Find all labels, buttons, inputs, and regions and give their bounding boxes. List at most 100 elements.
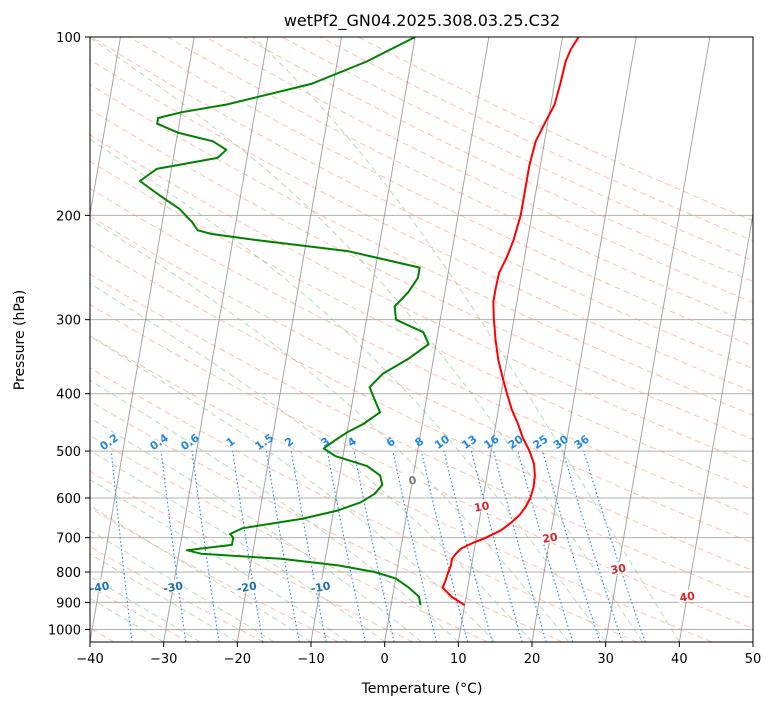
mixing-ratio-line [420,450,469,642]
isotherm-line [236,37,342,642]
y-tick-label: 900 [56,596,81,611]
dry-adiabat-line [90,134,753,465]
isotherm-label: -30 [162,579,184,595]
y-axis-ticks: 100 200 300 400 500 600 700 800 900 1000 [48,31,90,638]
isotherm-label: -10 [310,579,332,595]
isotherm-label-bg [677,588,697,604]
x-tick-label: −10 [297,652,324,667]
isotherm-line [752,639,753,642]
isotherm-label: 10 [473,499,491,514]
dry-adiabat-line [90,335,712,642]
temperature-line [441,37,580,607]
dry-adiabat-line [90,470,414,642]
isotherm-line [605,37,711,642]
isotherm-label-bg [402,471,423,487]
moist-adiabat-line [90,597,164,642]
x-tick-label: 0 [381,652,389,667]
x-tick-label: −30 [150,652,177,667]
y-tick-label: 500 [56,445,81,460]
mixing-ratio-line [392,450,437,642]
isotherm-label-bg [163,578,183,594]
dry-adiabat-line [90,303,753,630]
moist-adiabat-line [90,553,238,642]
plot-frame [89,36,754,643]
x-tick-label: 30 [597,652,614,667]
moist-adiabat-line [252,37,680,642]
mixing-ratio-line [160,451,187,642]
dewpoint-line [138,37,430,606]
mixing-ratio-line [265,451,300,642]
dry-adiabat-line [90,244,753,572]
moist-adiabat-line [90,529,275,642]
chart-title: wetPf2_GN04.2025.308.03.25.C32 [284,11,560,31]
mixing-ratio-line [290,451,327,642]
isotherm-line [90,37,195,642]
y-tick-label: 100 [56,31,81,46]
isotherm-label: 40 [679,589,697,604]
isotherm-labels: -40 -30 -20 -10 0 10 20 30 40 [89,471,697,605]
x-tick-label: 50 [745,652,762,667]
moist-adiabat-line [90,138,607,642]
mixing-ratio-line [326,450,366,642]
isotherm-label: -20 [236,579,258,595]
mixing-ratio-line [232,451,264,642]
isotherm-label-bg [471,498,492,513]
isotherm-line [90,37,121,218]
x-axis-ticks: −40 −30 −20 −10 0 10 20 30 40 50 [76,642,761,667]
isotherm-label-bg [236,578,257,594]
x-tick-label: −20 [224,652,251,667]
isotherm-line [310,37,416,642]
y-tick-label: 600 [56,492,81,507]
moist-adiabat-line [90,575,201,642]
isotherm-label: -40 [89,579,111,595]
mixing-ratio-line [191,451,220,642]
y-tick-label: 700 [56,532,81,547]
dry-adiabat-line [90,37,753,370]
mixing-ratio-line [470,450,523,642]
mixing-ratio-line [353,450,395,642]
x-tick-label: 20 [524,652,541,667]
isotherm-label: 30 [610,562,628,577]
isotherm-label: 0 [408,474,418,488]
x-tick-label: 10 [450,652,467,667]
isotherm-label-bg [89,578,110,594]
mixing-ratio-line [517,450,574,642]
mixing-ratio-line [443,450,493,642]
moist-adiabat-line [90,449,386,642]
moist-adiabat-line [90,335,496,642]
mixing-ratio-line [541,450,601,642]
isotherm-line [163,37,269,642]
y-axis-label: Pressure (hPa) [12,290,28,390]
y-tick-label: 200 [56,209,81,224]
isotherm-label-bg [608,560,628,576]
dry-adiabat-line [129,37,753,347]
y-tick-label: 1000 [48,623,81,638]
dry-adiabat-line [90,215,753,544]
dry-adiabat-line [90,59,753,393]
x-tick-label: −40 [76,652,103,667]
dry-adiabat-line [90,108,753,441]
dry-adiabat-line [90,160,753,491]
isotherm-label-bg [310,578,331,594]
dry-adiabat-line [90,367,638,642]
y-tick-label: 800 [56,566,81,581]
profile-lines [138,37,580,607]
mixing-ratio-line [583,450,646,642]
dry-adiabat-line [90,273,753,600]
gridlines [90,37,753,630]
mixing-ratio-line [110,451,133,642]
isotherm-line [384,37,490,642]
mixing-ratio-line [562,450,623,642]
isotherm-label-bg [539,529,560,545]
isotherm-label: 20 [541,530,559,545]
y-tick-label: 400 [56,388,81,403]
mixing-ratio-lines [110,450,646,642]
moist-adiabat-line [90,37,643,642]
moist-adiabats [90,37,680,642]
isotherm-line [678,211,753,642]
moist-adiabat-line [90,218,570,642]
moist-adiabat-line [90,479,349,642]
dry-adiabat-line [90,83,753,416]
y-tick-label: 300 [56,314,81,329]
